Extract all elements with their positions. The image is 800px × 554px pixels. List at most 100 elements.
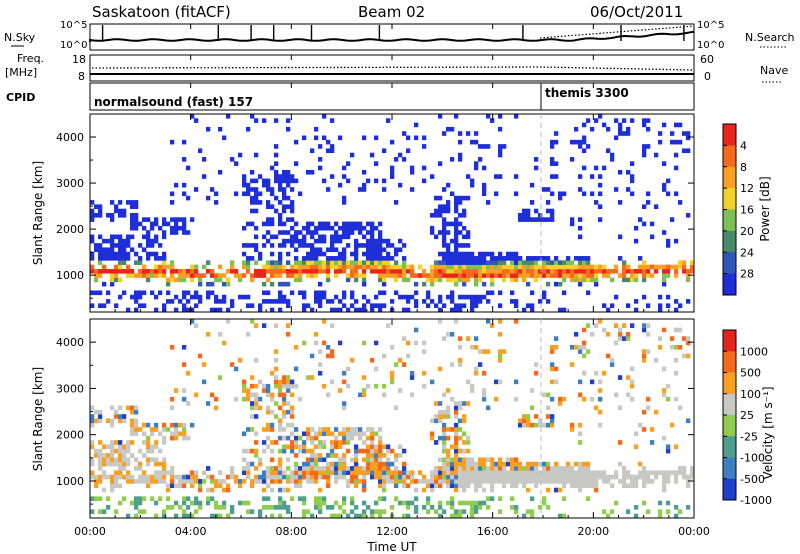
power-cell: [686, 131, 691, 136]
power-cell: [362, 268, 367, 274]
power-cell: [650, 234, 655, 240]
power-cell: [282, 208, 287, 214]
power-cell: [118, 238, 123, 244]
power-cell: [478, 144, 483, 149]
power-cell: [154, 294, 159, 300]
power-cell: [538, 213, 543, 218]
power-cell: [674, 273, 679, 278]
power-cell: [574, 277, 579, 283]
power-cell: [282, 299, 287, 304]
power-cell: [114, 277, 119, 283]
velocity-cell: [254, 453, 259, 458]
velocity-cell: [134, 496, 139, 501]
velocity-cell: [554, 336, 559, 341]
velocity-cell: [442, 509, 447, 514]
power-cell: [130, 247, 135, 253]
velocity-cell: [138, 509, 143, 514]
velocity-cell: [290, 392, 295, 398]
power-cell: [454, 225, 459, 231]
cpid-label: CPID: [6, 91, 35, 104]
power-cell: [410, 294, 415, 300]
power-cell: [666, 273, 671, 278]
velocity-cell: [126, 457, 131, 463]
power-cell: [558, 273, 563, 278]
power-cell: [178, 277, 183, 283]
power-cell: [486, 290, 491, 296]
velocity-cell: [326, 483, 331, 489]
power-cell: [658, 264, 663, 270]
colorbar-tick-label: 500: [740, 367, 761, 380]
velocity-cell: [542, 461, 547, 467]
power-cell: [362, 234, 367, 240]
power-cell: [350, 303, 355, 308]
velocity-cell: [186, 479, 191, 484]
velocity-cell: [94, 474, 99, 480]
velocity-cell: [370, 431, 375, 437]
power-cell: [122, 256, 127, 261]
y-tick-label: 1000: [56, 269, 84, 282]
velocity-cell: [282, 409, 287, 415]
power-cell: [494, 174, 499, 179]
velocity-cell: [182, 479, 187, 484]
power-cell: [622, 118, 627, 123]
power-cell: [618, 131, 623, 136]
velocity-cell: [442, 457, 447, 463]
velocity-cell: [258, 479, 263, 484]
velocity-cell: [546, 422, 551, 428]
power-cell: [386, 268, 391, 274]
velocity-cell: [470, 461, 475, 467]
power-cell: [90, 208, 95, 214]
velocity-cell: [174, 388, 179, 393]
power-cell: [270, 243, 275, 248]
power-cell: [278, 178, 283, 184]
power-cell: [346, 230, 351, 235]
power-cell: [490, 268, 495, 274]
velocity-cell: [398, 479, 403, 484]
power-cell: [254, 247, 259, 253]
power-cell: [594, 268, 599, 274]
power-cell: [582, 264, 587, 270]
power-cell: [282, 281, 287, 287]
power-cell: [266, 268, 271, 274]
velocity-cell: [518, 479, 523, 484]
power-cell: [118, 243, 123, 248]
velocity-cell: [430, 379, 435, 385]
velocity-cell: [330, 440, 335, 445]
power-cell: [326, 256, 331, 261]
velocity-cell: [438, 409, 443, 415]
power-cell: [158, 268, 163, 274]
power-cell: [362, 264, 367, 270]
power-cell: [582, 165, 587, 171]
power-cell: [442, 131, 447, 136]
velocity-cell: [350, 435, 355, 441]
velocity-cell: [390, 474, 395, 480]
velocity-cell: [174, 431, 179, 437]
power-cell: [474, 268, 479, 274]
velocity-cell: [662, 366, 667, 372]
power-cell: [378, 234, 383, 240]
power-cell: [298, 268, 303, 274]
power-cell: [326, 264, 331, 270]
velocity-cell: [598, 319, 603, 324]
power-cell: [126, 307, 131, 313]
velocity-cell: [554, 479, 559, 484]
velocity-cell: [354, 513, 359, 519]
velocity-cell: [262, 505, 267, 510]
velocity-cell: [582, 344, 587, 350]
velocity-cell: [402, 479, 407, 484]
velocity-cell: [250, 401, 255, 406]
power-cell: [214, 277, 219, 283]
velocity-cell: [326, 505, 331, 510]
power-cell: [338, 268, 343, 274]
velocity-cell: [494, 470, 499, 476]
power-cell: [534, 217, 539, 222]
power-cell: [378, 307, 383, 313]
velocity-cell: [286, 435, 291, 441]
velocity-cell: [362, 440, 367, 445]
velocity-cell: [254, 396, 259, 402]
power-cell: [374, 264, 379, 270]
power-cell: [342, 256, 347, 261]
power-cell: [518, 273, 523, 278]
power-cell: [334, 230, 339, 235]
velocity-cell: [566, 470, 571, 476]
